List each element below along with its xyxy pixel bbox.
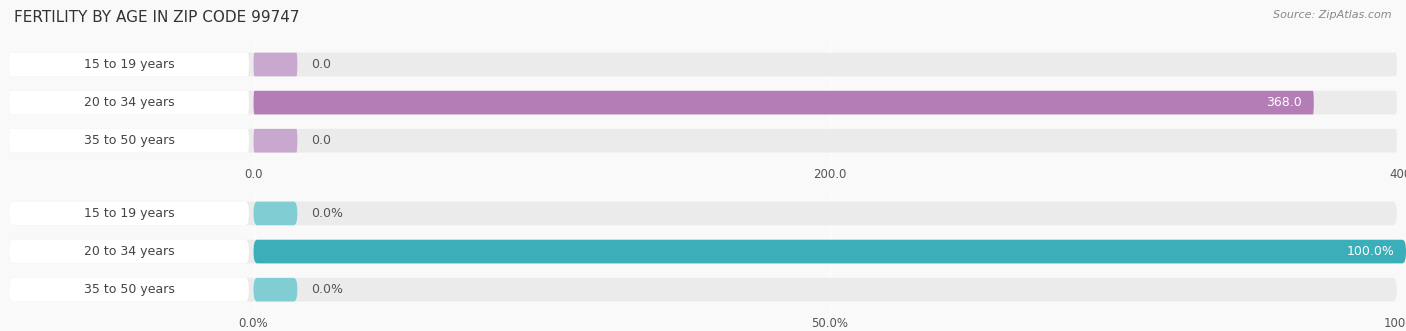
FancyBboxPatch shape <box>10 240 1396 263</box>
FancyBboxPatch shape <box>10 278 1396 302</box>
FancyBboxPatch shape <box>253 53 297 76</box>
Text: 0.0: 0.0 <box>311 134 332 147</box>
Text: 15 to 19 years: 15 to 19 years <box>84 207 174 220</box>
FancyBboxPatch shape <box>253 91 1313 115</box>
FancyBboxPatch shape <box>10 240 249 263</box>
FancyBboxPatch shape <box>253 202 297 225</box>
FancyBboxPatch shape <box>10 202 249 225</box>
FancyBboxPatch shape <box>10 53 1396 76</box>
FancyBboxPatch shape <box>253 278 297 302</box>
Text: 20 to 34 years: 20 to 34 years <box>84 245 174 258</box>
Text: 15 to 19 years: 15 to 19 years <box>84 58 174 71</box>
FancyBboxPatch shape <box>253 129 297 153</box>
FancyBboxPatch shape <box>10 129 249 153</box>
Text: 100.0%: 100.0% <box>1347 245 1395 258</box>
FancyBboxPatch shape <box>10 53 249 76</box>
FancyBboxPatch shape <box>10 91 1396 115</box>
Text: Source: ZipAtlas.com: Source: ZipAtlas.com <box>1274 10 1392 20</box>
Text: 35 to 50 years: 35 to 50 years <box>83 283 174 296</box>
FancyBboxPatch shape <box>10 129 1396 153</box>
FancyBboxPatch shape <box>253 240 1406 263</box>
Text: 0.0: 0.0 <box>311 58 332 71</box>
Text: 368.0: 368.0 <box>1267 96 1302 109</box>
Text: 0.0%: 0.0% <box>311 283 343 296</box>
Text: 35 to 50 years: 35 to 50 years <box>83 134 174 147</box>
FancyBboxPatch shape <box>10 278 249 302</box>
FancyBboxPatch shape <box>10 202 1396 225</box>
FancyBboxPatch shape <box>10 91 249 115</box>
Text: 20 to 34 years: 20 to 34 years <box>84 96 174 109</box>
Text: FERTILITY BY AGE IN ZIP CODE 99747: FERTILITY BY AGE IN ZIP CODE 99747 <box>14 10 299 25</box>
Text: 0.0%: 0.0% <box>311 207 343 220</box>
